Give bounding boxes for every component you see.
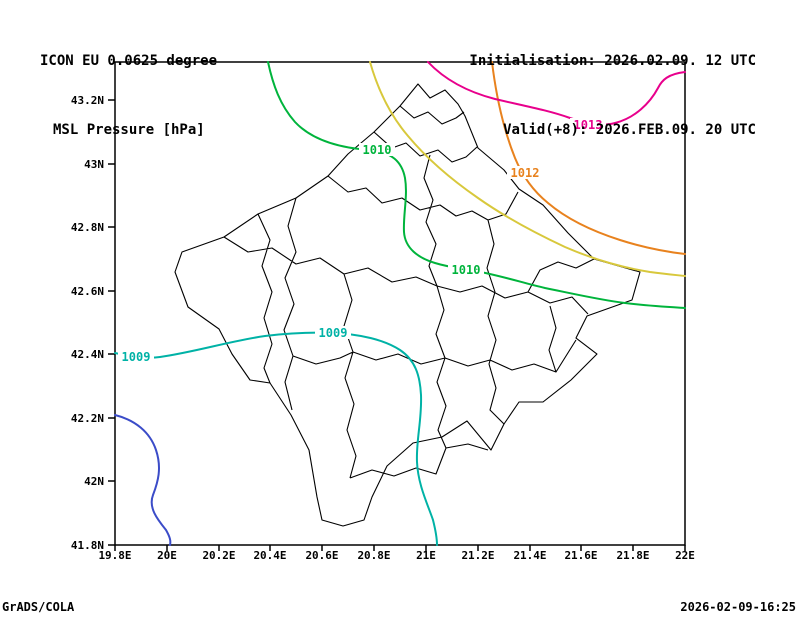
field-title: MSL Pressure [hPa] (53, 122, 205, 138)
y-tick-label: 43.2N (71, 94, 104, 107)
x-tick-label: 21.8E (616, 549, 649, 562)
y-tick-label: 42N (84, 475, 104, 488)
x-tick-label: 21E (416, 549, 436, 562)
axis-ticks (108, 99, 686, 551)
contour-label-1009-west: 1009 (118, 350, 154, 364)
y-tick-label: 41.8N (71, 539, 104, 552)
contour-label-1012: 1012 (507, 166, 543, 180)
x-tick-label: 20E (157, 549, 177, 562)
grads-credit: GrADS/COLA (2, 600, 75, 614)
header: ICON EU 0.0625 degree MSL Pressure [hPa]… (40, 4, 756, 188)
valid-time: Valid(+8): 2026.FEB.09. 20 UTC (503, 122, 756, 138)
y-tick-label: 42.8N (71, 221, 104, 234)
contour-label-1009-center: 1009 (315, 326, 351, 340)
plot-frame (114, 61, 686, 546)
municipal-boundaries (223, 105, 595, 479)
contour-labels: 1009 1009 1010 1010 1012 1013 (118, 118, 606, 364)
x-tick-label: 19.8E (98, 549, 131, 562)
contour-label-1010-north: 1010 (359, 143, 395, 157)
y-tick-label: 42.4N (71, 348, 104, 361)
x-axis-labels: 19.8E 20E 20.2E 20.4E 20.6E 20.8E 21E 21… (98, 549, 695, 562)
contour-label-text: 1013 (574, 118, 603, 132)
x-tick-label: 22E (675, 549, 695, 562)
header-right: Initialisation: 2026.02.09. 12 UTC Valid… (469, 4, 756, 188)
contour-label-1013: 1013 (570, 118, 606, 132)
contour-label-1010-center: 1010 (448, 263, 484, 277)
x-tick-label: 20.6E (305, 549, 338, 562)
x-tick-label: 20.2E (202, 549, 235, 562)
contour-1010 (267, 61, 686, 309)
contour-1008 (114, 414, 172, 546)
contour-label-text: 1010 (452, 263, 481, 277)
x-tick-label: 21.4E (513, 549, 546, 562)
country-outline (174, 83, 641, 527)
map-boundaries (174, 83, 641, 527)
y-axis-labels: 43.2N 43N 42.8N 42.6N 42.4N 42.2N 42N 41… (71, 94, 104, 552)
x-tick-label: 20.8E (357, 549, 390, 562)
contour-label-text: 1012 (511, 166, 540, 180)
y-tick-label: 43N (84, 158, 104, 171)
contour-label-text: 1009 (122, 350, 151, 364)
header-left: ICON EU 0.0625 degree MSL Pressure [hPa] (40, 4, 217, 188)
contour-1009 (114, 331, 438, 546)
x-tick-label: 20.4E (253, 549, 286, 562)
y-tick-label: 42.6N (71, 285, 104, 298)
creation-timestamp: 2026-02-09-16:25 (680, 600, 796, 614)
x-tick-label: 21.6E (564, 549, 597, 562)
initialisation-time: Initialisation: 2026.02.09. 12 UTC (469, 53, 756, 69)
contour-1012 (491, 61, 686, 255)
x-tick-label: 21.2E (461, 549, 494, 562)
contour-1011 (369, 61, 686, 277)
contour-label-text: 1010 (363, 143, 392, 157)
model-title: ICON EU 0.0625 degree (40, 53, 218, 69)
y-tick-label: 42.2N (71, 412, 104, 425)
contour-label-text: 1009 (319, 326, 348, 340)
